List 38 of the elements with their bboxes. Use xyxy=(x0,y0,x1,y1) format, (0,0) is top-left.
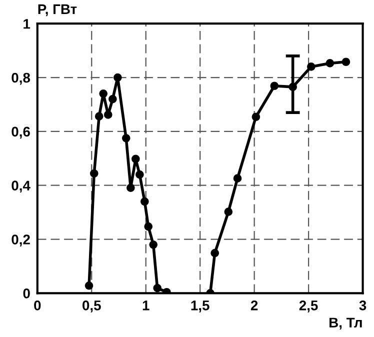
point xyxy=(104,110,112,119)
point xyxy=(144,222,153,231)
y-axis-title: P, ГВт xyxy=(38,4,77,16)
point xyxy=(306,62,316,71)
point xyxy=(94,112,104,120)
y-tick-label: 0,4 xyxy=(12,180,30,193)
point xyxy=(224,208,233,216)
x-tick-label: 2,5 xyxy=(299,300,318,312)
point xyxy=(252,112,260,122)
point xyxy=(113,73,122,82)
x-tick-label: 1 xyxy=(142,300,150,310)
point xyxy=(233,174,242,183)
x-tick-label: 0,5 xyxy=(82,300,101,312)
point xyxy=(108,94,117,104)
y-tick-label: 0,6 xyxy=(12,126,30,139)
x-tick-label: 1,5 xyxy=(191,300,210,312)
point xyxy=(270,82,279,90)
point xyxy=(140,197,149,206)
y-tick-label: 0 xyxy=(23,288,30,298)
x-tick-label: 3 xyxy=(359,300,366,310)
point xyxy=(90,169,98,178)
point xyxy=(326,59,334,68)
point xyxy=(342,58,350,66)
x-tick-label: 2 xyxy=(250,300,258,310)
y-tick-label: 0,2 xyxy=(12,234,30,246)
y-tick-label: 0,8 xyxy=(12,72,30,85)
y-tick-label: 1 xyxy=(24,19,30,29)
x-tick-label: 0 xyxy=(34,300,41,310)
point xyxy=(99,90,108,98)
x-axis-title: B, Тл xyxy=(330,318,362,330)
point xyxy=(122,134,130,142)
point xyxy=(126,184,135,192)
point xyxy=(136,170,144,179)
point xyxy=(149,240,158,249)
point xyxy=(210,248,220,258)
point xyxy=(153,284,162,292)
point xyxy=(84,281,94,290)
point xyxy=(131,154,140,164)
